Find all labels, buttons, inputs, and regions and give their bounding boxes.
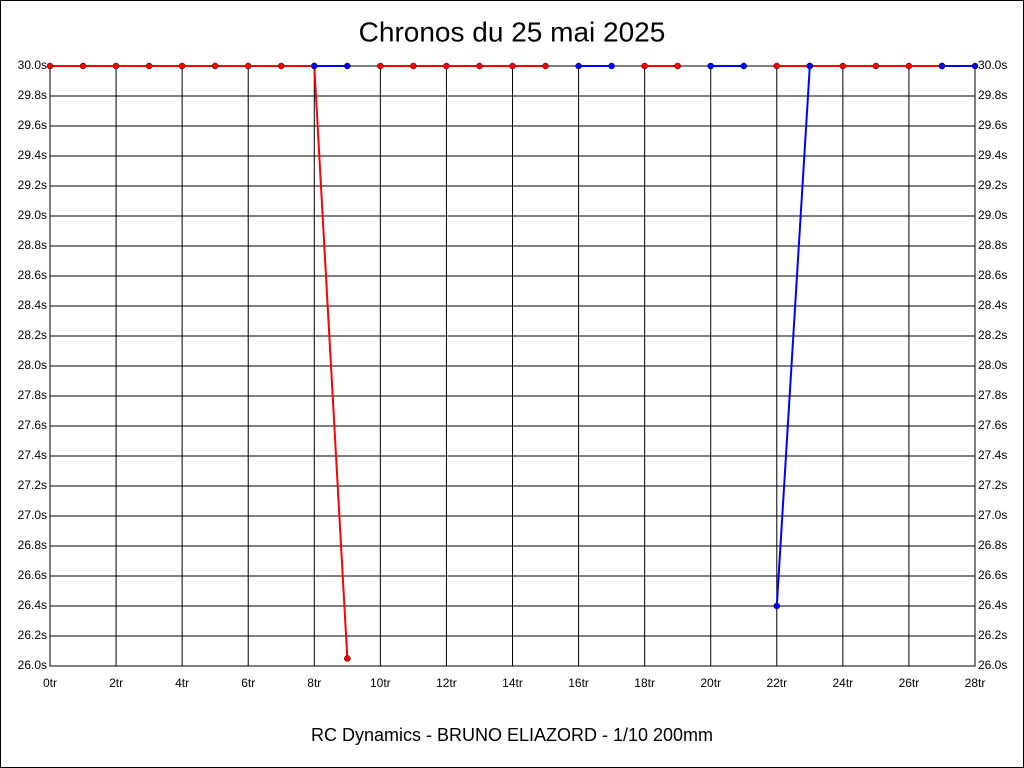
- x-tick-label: 6tr: [241, 676, 255, 690]
- y2-tick-label: 28.4s: [978, 298, 1007, 312]
- y-tick-label: 26.8s: [18, 538, 47, 552]
- y-tick-label: 27.2s: [18, 478, 47, 492]
- data-point: [641, 62, 648, 70]
- data-point: [278, 62, 285, 70]
- y2-tick-label: 28.2s: [978, 328, 1007, 342]
- footer: RC Dynamics - BRUNO ELIAZORD - 1/10 200m…: [311, 725, 713, 745]
- y-tick-label: 29.4s: [18, 148, 47, 162]
- data-point: [344, 655, 351, 662]
- x-tick-label: 4tr: [175, 676, 189, 690]
- x-tick-label: 16tr: [568, 676, 589, 690]
- data-point: [211, 62, 219, 70]
- x-tick-label: 20tr: [700, 676, 721, 690]
- y2-tick-label: 30.0s: [978, 58, 1007, 72]
- y-tick-label: 26.2s: [18, 628, 47, 642]
- y-tick-label: 29.0s: [18, 208, 47, 222]
- chart-title: Chronos du 25 mai 2025: [359, 16, 666, 47]
- y-tick-label: 27.0s: [18, 508, 47, 522]
- y2-tick-label: 26.0s: [978, 658, 1007, 672]
- y-tick-label: 29.2s: [18, 178, 47, 192]
- data-point: [476, 62, 483, 70]
- y2-tick-label: 29.4s: [978, 148, 1007, 162]
- data-point: [145, 62, 153, 70]
- y2-tick-label: 28.8s: [978, 238, 1007, 252]
- data-point: [608, 62, 615, 70]
- data-point: [806, 62, 814, 70]
- y2-tick-label: 26.8s: [978, 538, 1007, 552]
- data-point: [872, 62, 880, 70]
- data-point: [971, 62, 979, 70]
- y2-tick-label: 26.2s: [978, 628, 1007, 642]
- y2-tick-label: 29.2s: [978, 178, 1007, 192]
- y2-tick-label: 26.4s: [978, 598, 1007, 612]
- data-point: [707, 62, 714, 70]
- x-tick-label: 8tr: [307, 676, 321, 690]
- data-point: [311, 62, 318, 70]
- data-point: [575, 62, 582, 70]
- y-tick-label: 27.4s: [18, 448, 47, 462]
- x-tick-label: 28tr: [965, 676, 986, 690]
- y-tick-label: 28.0s: [18, 358, 47, 372]
- y2-tick-label: 27.6s: [978, 418, 1007, 432]
- data-point: [542, 62, 549, 70]
- x-tick-label: 2tr: [109, 676, 123, 690]
- data-point: [674, 62, 681, 70]
- data-point: [443, 62, 450, 70]
- y-tick-label: 29.6s: [18, 118, 47, 132]
- data-point: [410, 62, 417, 70]
- y-tick-label: 30.0s: [18, 58, 47, 72]
- y2-tick-label: 27.8s: [978, 388, 1007, 402]
- data-point: [740, 62, 747, 70]
- series-line: [775, 65, 811, 607]
- y2-tick-label: 26.6s: [978, 568, 1007, 582]
- y-tick-label: 26.4s: [18, 598, 47, 612]
- y2-tick-label: 28.0s: [978, 358, 1007, 372]
- y2-tick-label: 28.6s: [978, 268, 1007, 282]
- data-point: [344, 62, 351, 70]
- y-tick-label: 28.2s: [18, 328, 47, 342]
- data-point: [773, 602, 781, 610]
- data-point: [112, 62, 120, 70]
- x-tick-label: 12tr: [436, 676, 457, 690]
- data-point: [79, 62, 87, 70]
- series-line: [50, 65, 349, 659]
- y-tick-label: 28.8s: [18, 238, 47, 252]
- x-tick-label: 24tr: [833, 676, 854, 690]
- y2-tick-label: 27.2s: [978, 478, 1007, 492]
- x-tick-label: 14tr: [502, 676, 523, 690]
- y2-tick-label: 29.0s: [978, 208, 1007, 222]
- x-tick-label: 18tr: [634, 676, 655, 690]
- y-tick-label: 26.0s: [18, 658, 47, 672]
- x-tick-label: 0tr: [43, 676, 57, 690]
- x-tick-label: 22tr: [766, 676, 787, 690]
- data-point: [839, 62, 847, 70]
- data-point: [773, 62, 781, 70]
- y2-tick-label: 29.6s: [978, 118, 1007, 132]
- data-point: [46, 62, 54, 70]
- data-point: [905, 62, 913, 70]
- y-tick-label: 27.6s: [18, 418, 47, 432]
- y-tick-label: 27.8s: [18, 388, 47, 402]
- y-tick-label: 28.4s: [18, 298, 47, 312]
- y-tick-label: 29.8s: [18, 88, 47, 102]
- y-tick-label: 26.6s: [18, 568, 47, 582]
- y2-tick-label: 27.0s: [978, 508, 1007, 522]
- y2-tick-label: 29.8s: [978, 88, 1007, 102]
- data-point: [377, 62, 384, 70]
- x-tick-label: 10tr: [370, 676, 391, 690]
- data-point: [509, 62, 516, 70]
- y-tick-label: 28.6s: [18, 268, 47, 282]
- data-point: [178, 62, 186, 70]
- data-point: [938, 62, 946, 70]
- y2-tick-label: 27.4s: [978, 448, 1007, 462]
- data-point: [244, 62, 252, 70]
- x-tick-label: 26tr: [899, 676, 920, 690]
